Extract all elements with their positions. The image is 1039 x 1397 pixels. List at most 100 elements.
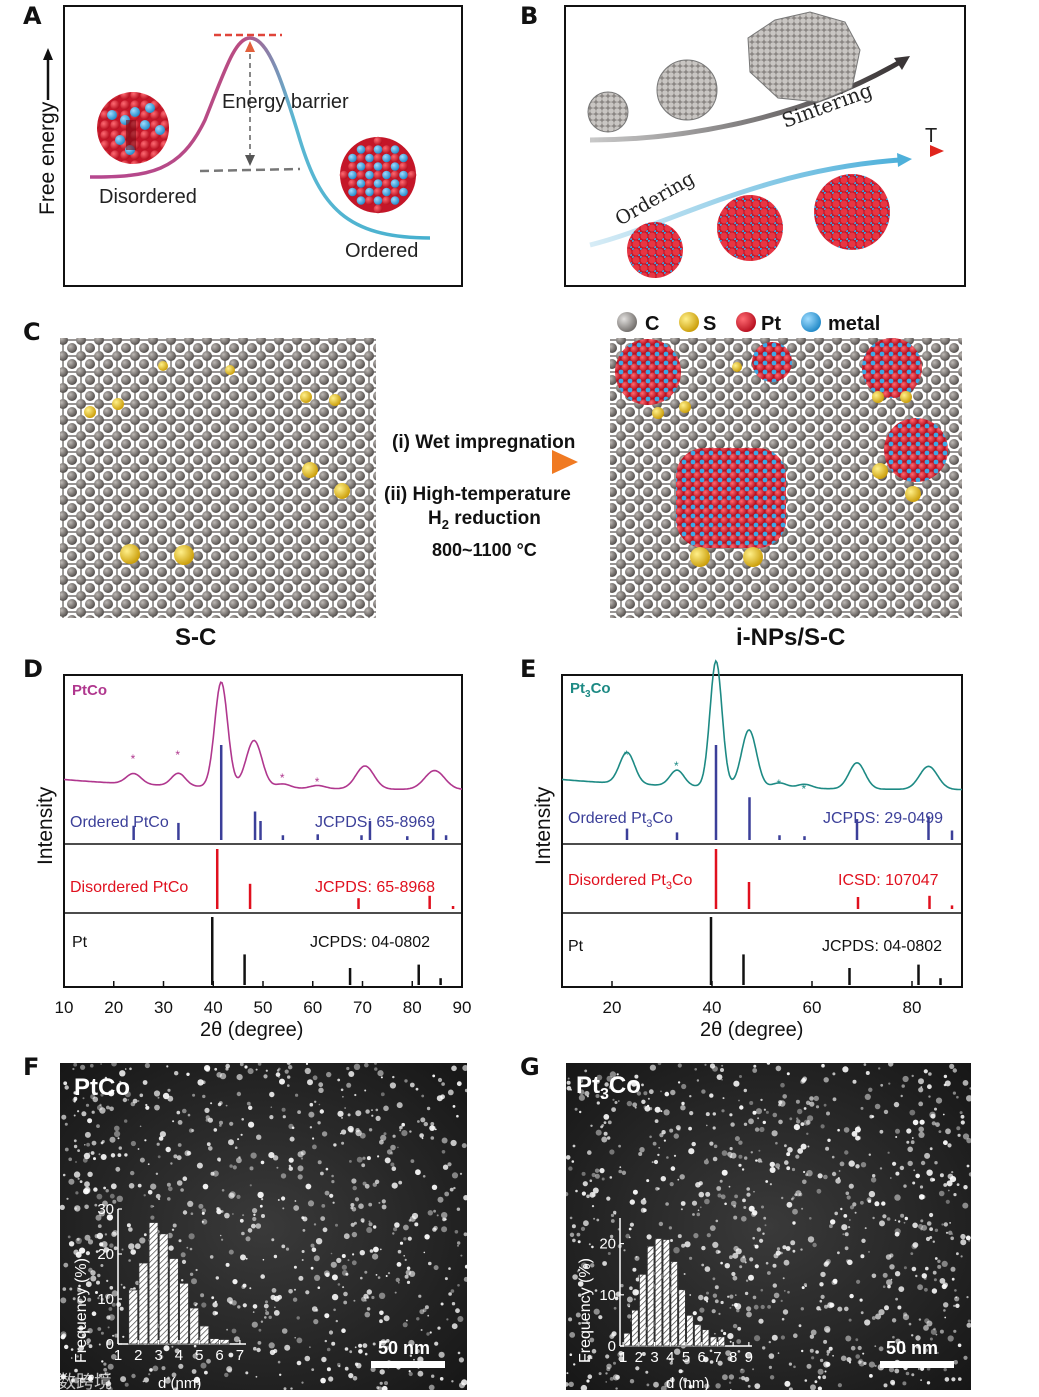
e-x-tick: 40 [703, 998, 722, 1017]
d-ref2-name: Disordered PtCo [70, 879, 188, 896]
hist-bar [148, 1222, 159, 1345]
d-y-label: Intensity [34, 786, 57, 865]
e-superlattice-marker: * [802, 782, 807, 796]
hist-y-tick: 10 [97, 1291, 114, 1308]
hist-x-tick: 4 [666, 1349, 674, 1366]
hist-x-tick: 4 [175, 1347, 183, 1364]
hist-bar [654, 1238, 663, 1347]
hist-y-tick: 10 [599, 1287, 616, 1304]
hist-y-tick: 0 [608, 1338, 616, 1355]
d-ref3-card: JCPDS: 04-0802 [310, 934, 430, 951]
e-x-tick: 60 [803, 998, 822, 1017]
i-nps-s-c-caption: i-NPs/S-C [736, 624, 845, 651]
g-size-histogram: 0 10 20 1 2 3 4 5 6 7 8 9 [599, 1218, 753, 1366]
d-xrd-pattern [63, 681, 463, 790]
panel-letter-f: F [23, 1053, 40, 1081]
medium-metal-cluster [656, 59, 718, 121]
e-x-label: 2θ (degree) [700, 1019, 803, 1041]
f-hist-x-label: d (nm) [158, 1375, 201, 1390]
energy-barrier-label: Energy barrier [222, 91, 349, 113]
e-superlattice-marker: * [674, 759, 679, 773]
d-ref3-name: Pt [72, 934, 88, 951]
d-x-tick: 80 [403, 998, 422, 1017]
d-superlattice-marker: * [315, 775, 320, 789]
f-hist-y-label: Frequency (%) [73, 1258, 90, 1363]
d-sample-label: PtCo [72, 682, 107, 699]
d-x-tick: 20 [104, 998, 123, 1017]
panel-letter-a: A [23, 2, 42, 30]
e-ref1-name: Ordered Pt3Co [568, 810, 673, 830]
e-x-tick: 80 [903, 998, 922, 1017]
panel-letter-b: B [520, 2, 539, 30]
e-xrd-pattern [561, 659, 962, 791]
hist-bar [670, 1261, 678, 1347]
panel-b-sintering-ordering: Sintering T Ordering [564, 5, 966, 287]
d-x-tick: 90 [453, 998, 472, 1017]
d-x-label: 2θ (degree) [200, 1019, 303, 1041]
panel-a-energy-diagram: Free energy Energy barrier Disordered Or… [36, 5, 463, 287]
d-superlattice-marker: * [280, 771, 285, 785]
e-ref3-card: JCPDS: 04-0802 [822, 938, 942, 955]
hist-bar [179, 1282, 189, 1345]
hist-x-tick: 9 [745, 1349, 753, 1366]
hist-bar [189, 1307, 200, 1345]
large-alloy-cluster [814, 174, 890, 250]
d-x-tick: 70 [353, 998, 372, 1017]
hist-bar [639, 1273, 647, 1347]
step-2-label-line1: (ii) High-temperature [384, 484, 571, 505]
e-superlattice-marker: * [777, 777, 782, 791]
panel-letter-c: C [23, 318, 41, 346]
f-size-histogram: 0 10 20 30 1 2 3 4 5 6 7 [97, 1201, 246, 1364]
d-ref2-card: JCPDS: 65-8968 [315, 879, 435, 896]
hist-y-tick: 20 [97, 1246, 114, 1263]
hist-bar [662, 1239, 671, 1347]
disordered-label: Disordered [99, 186, 197, 208]
step-1-label: (i) Wet impregnation [392, 432, 575, 453]
sulfur-atoms-right [652, 362, 921, 567]
g-hist-y-label: Frequency (%) [577, 1258, 594, 1363]
g-hist-x-label: d (nm) [666, 1375, 709, 1390]
sulfur-atoms-left [84, 361, 350, 565]
hist-bar [631, 1309, 639, 1347]
d-x-tick: 40 [204, 998, 223, 1017]
legend-c: C S Pt metal [617, 312, 880, 335]
small-metal-cluster [587, 91, 629, 133]
e-ref2-card: ICSD: 107047 [838, 872, 939, 889]
d-superlattice-marker: * [131, 752, 136, 766]
panel-g-haadf-image: Pt3Co 0 10 20 1 2 3 4 5 6 7 8 9 Frequency (%) d (nm… [566, 1063, 971, 1390]
e-x-tick: 20 [603, 998, 622, 1017]
ordered-label: Ordered [345, 240, 418, 262]
d-x-tick: 30 [154, 998, 173, 1017]
disordered-nanoparticle-a [97, 92, 169, 164]
hist-bar [686, 1314, 694, 1347]
d-ref1-card: JCPDS: 65-8969 [315, 814, 435, 831]
panel-f-haadf-image: PtCo 0 10 20 30 1 2 3 4 5 6 7 Frequency (%) d (nm)… [60, 1063, 467, 1390]
medium-alloy-cluster [717, 195, 783, 261]
hist-x-tick: 3 [650, 1349, 658, 1366]
hist-y-tick: 0 [106, 1336, 114, 1353]
legend-pt-label: Pt [761, 313, 781, 335]
d-x-tick: 50 [254, 998, 273, 1017]
d-x-tick: 10 [55, 998, 74, 1017]
large-metal-cluster [747, 11, 861, 103]
panel-letter-g: G [520, 1053, 540, 1081]
d-superlattice-marker: * [175, 748, 180, 762]
hist-x-tick: 7 [236, 1347, 244, 1364]
panel-e-xrd: Pt3Co *** * Ordered Pt3Co JCPDS: 29-0499 … [532, 659, 963, 1041]
hist-x-tick: 7 [713, 1349, 721, 1366]
f-sample-label: PtCo [74, 1074, 130, 1101]
d-ref1-name: Ordered PtCo [70, 814, 169, 831]
hist-bar [219, 1339, 230, 1345]
hist-bar [709, 1336, 718, 1347]
e-y-label: Intensity [532, 786, 555, 865]
panel-a-y-label: Free energy [36, 101, 59, 215]
e-ref2-name: Disordered Pt3Co [568, 872, 693, 892]
hist-bar [209, 1338, 220, 1345]
small-alloy-cluster [627, 222, 683, 278]
hist-bar [701, 1329, 710, 1347]
s-c-support-graphene [60, 338, 376, 618]
temperature-label: T [925, 125, 937, 147]
s-c-caption: S-C [175, 624, 216, 651]
hist-bar [678, 1289, 686, 1347]
panel-c-synthesis-scheme: C S Pt metal S-C (i) Wet impregnation (i… [60, 312, 962, 651]
